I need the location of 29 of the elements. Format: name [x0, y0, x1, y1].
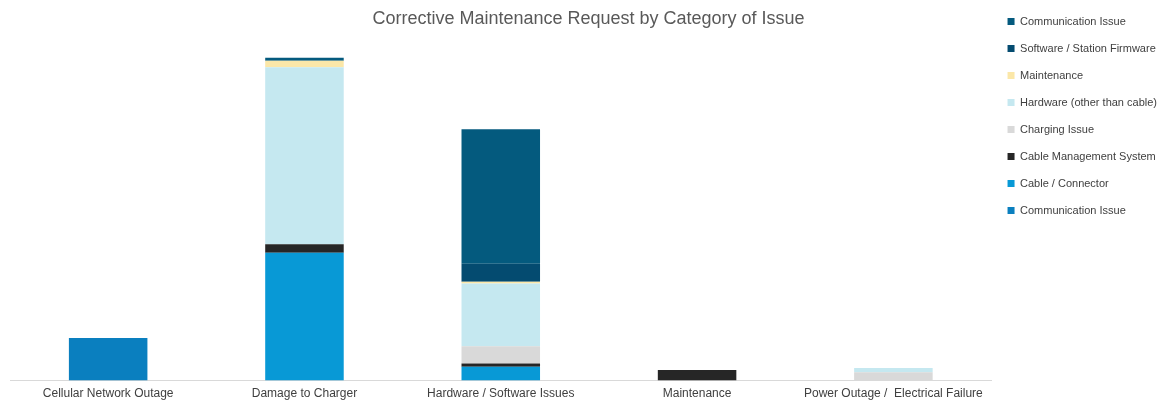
x-tick-label: Hardware / Software Issues [427, 386, 575, 401]
legend-label: Communication Issue [1020, 203, 1126, 216]
bar [854, 372, 933, 381]
bar [461, 263, 541, 282]
bar [265, 60, 344, 68]
bar [461, 346, 541, 364]
bar [68, 337, 148, 381]
legend-label: Hardware (other than cable) [1020, 95, 1158, 108]
bar [854, 368, 933, 373]
x-tick-label: Damage to Charger [251, 386, 358, 401]
x-tick-label: Power Outage / Electrical Failure [804, 386, 984, 401]
legend-label: Software / Station Firmware [1020, 41, 1156, 54]
legend-label: Communication Issue [1020, 14, 1126, 27]
bar [461, 129, 541, 264]
legend-label: Charging Issue [1020, 122, 1095, 135]
legend-label: Cable / Connector [1020, 176, 1110, 189]
bar [461, 283, 541, 347]
chart-title: Corrective Maintenance Request by Category of Issue [372, 7, 805, 28]
bar [461, 366, 541, 381]
bar [461, 363, 541, 367]
x-tick-label: Maintenance [662, 386, 732, 401]
bar [657, 369, 737, 381]
legend-label: Maintenance [1020, 68, 1084, 81]
bar [265, 244, 344, 253]
legend-label: Cable Management System [1020, 149, 1156, 162]
bar [265, 67, 344, 245]
bar [265, 252, 344, 381]
bar [265, 57, 344, 61]
x-tick-label: Cellular Network Outage [42, 386, 174, 401]
